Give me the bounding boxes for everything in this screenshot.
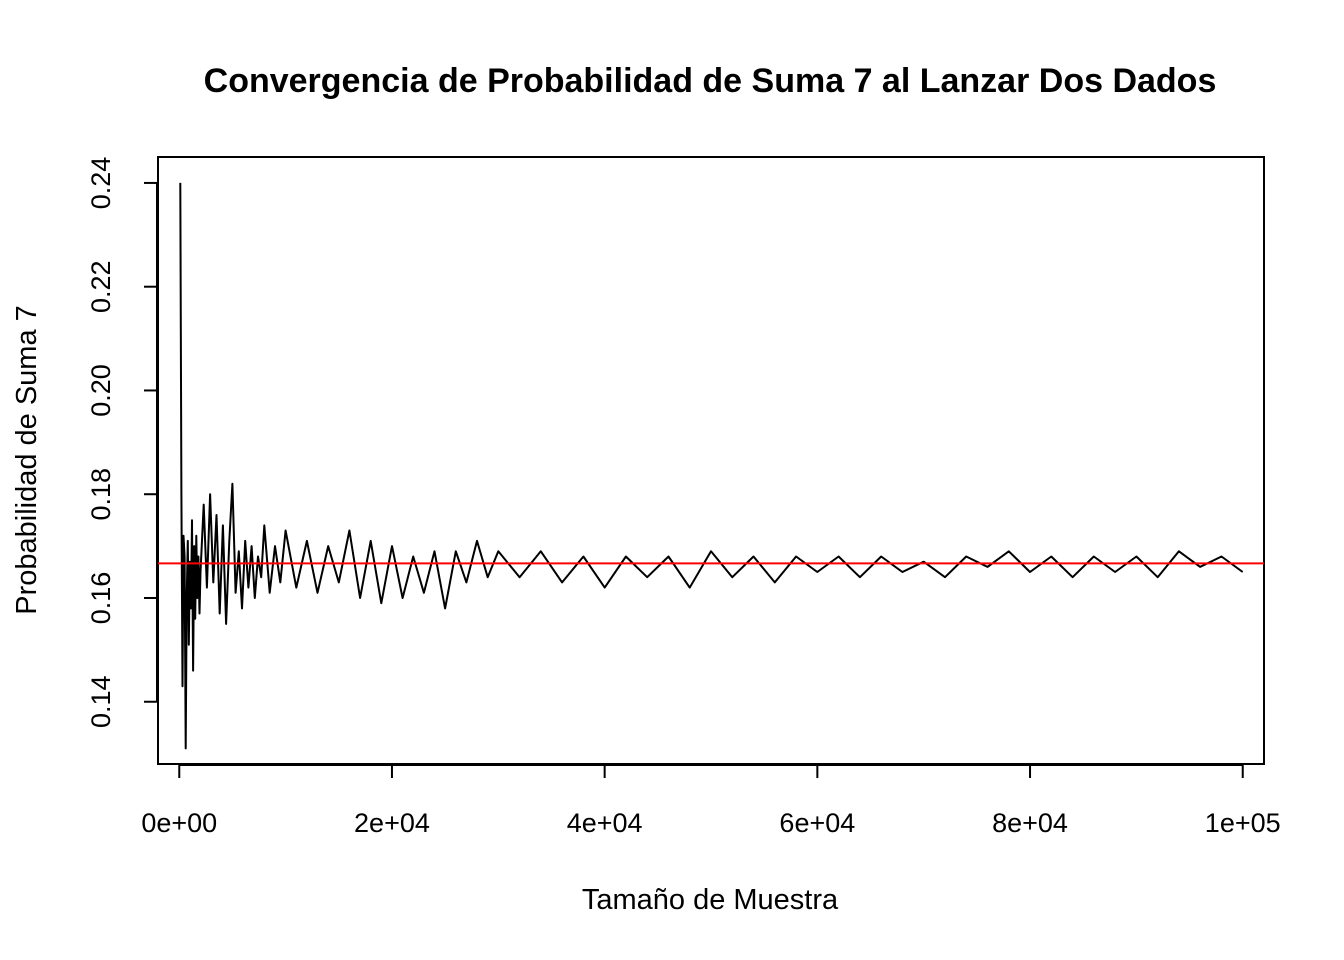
y-axis-label: Probabilidad de Suma 7: [11, 305, 43, 615]
y-tick-label: 0.18: [86, 468, 116, 521]
y-tick-label: 0.14: [86, 675, 116, 728]
x-tick-label: 4e+04: [567, 808, 643, 838]
plot-frame: [157, 156, 1265, 765]
x-axis: 0e+00 2e+04 4e+04 6e+04 8e+04 1e+05: [141, 764, 1281, 838]
x-tick-label: 2e+04: [354, 808, 430, 838]
y-axis: 0.14 0.16 0.18 0.20 0.22 0.24: [86, 157, 158, 728]
x-axis-label: Tamaño de Muestra: [582, 884, 839, 916]
chart-title: Convergencia de Probabilidad de Suma 7 a…: [204, 62, 1217, 100]
y-tick-label: 0.24: [86, 157, 116, 210]
y-tick-label: 0.16: [86, 572, 116, 625]
x-tick-label: 6e+04: [779, 808, 855, 838]
series-layer: [179, 182, 1244, 750]
y-tick-label: 0.20: [86, 364, 116, 417]
y-tick-label: 0.22: [86, 260, 116, 313]
x-tick-label: 1e+05: [1205, 808, 1281, 838]
series-line-0: [179, 182, 1244, 750]
x-tick-label: 8e+04: [992, 808, 1068, 838]
x-tick-label: 0e+00: [141, 808, 217, 838]
